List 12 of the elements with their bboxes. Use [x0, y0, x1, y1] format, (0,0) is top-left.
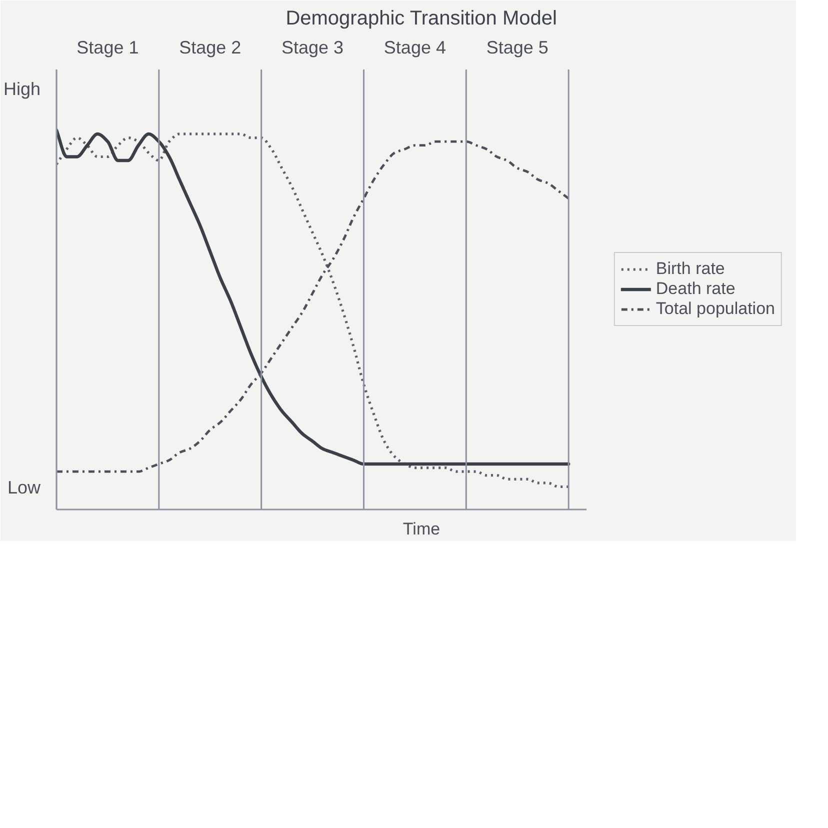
legend-label: Total population [656, 299, 775, 319]
legend-label: Death rate [656, 279, 736, 299]
text: High [3, 79, 41, 100]
x-tick-label: Stage 4 [384, 38, 446, 58]
x-tick-label: Stage 3 [282, 38, 344, 58]
x-tick-label: Stage 1 [76, 38, 139, 58]
x-tick-label: Stage 2 [179, 38, 242, 58]
legend-label: Birth rate [656, 259, 725, 279]
text: Low [7, 478, 42, 498]
x-tick-label: Stage 5 [486, 38, 548, 58]
x-axis-title: Time [402, 520, 440, 538]
chart-title: Demographic Transition Model [286, 8, 557, 30]
